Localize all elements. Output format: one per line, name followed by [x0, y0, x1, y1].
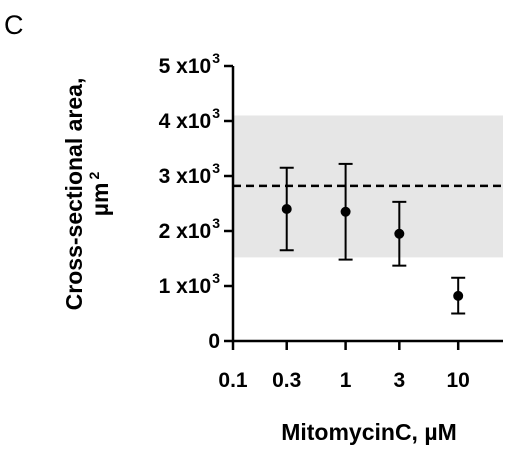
y-tick-label-base-4: 4 x10: [159, 110, 212, 133]
data-point-0: [281, 204, 292, 214]
y-tick-label-0: 0: [208, 330, 220, 353]
y-tick-label-exponent-3: 3: [212, 160, 220, 176]
data-point-2: [394, 228, 405, 239]
y-tick-label-5: 5 x103: [159, 50, 221, 78]
x-tick-label-2: 1: [340, 369, 352, 392]
y-tick-label-exponent-4: 3: [212, 105, 220, 121]
y-tick-label-2: 2 x103: [159, 215, 221, 243]
y-tick-label-base-2: 2 x10: [159, 220, 212, 243]
data-points: [279, 162, 466, 315]
y-tick-label-base-1: 1 x10: [159, 275, 212, 298]
x-tick-label-3: 3: [393, 369, 405, 392]
y-axis-unit-exponent: 2: [86, 172, 102, 180]
y-tick-label-1: 1 x103: [159, 270, 221, 298]
y-tick-label-base-5: 5 x10: [159, 55, 212, 78]
data-point-1: [340, 206, 351, 217]
y-tick-label-exponent-5: 3: [212, 50, 220, 66]
y-axis-unit: µm: [87, 183, 113, 217]
y-tick-label-4: 4 x103: [159, 105, 221, 133]
y-axis-title-line1: Cross-sectional area,: [61, 78, 87, 311]
x-tick-label-1: 0.3: [272, 369, 301, 392]
panel-label: C: [4, 10, 24, 40]
y-tick-label-exponent-1: 3: [212, 270, 220, 286]
axes: [224, 64, 503, 350]
y-tick-label-base-0: 0: [208, 330, 220, 353]
y-tick-label-exponent-2: 3: [212, 215, 220, 231]
y-tick-label-3: 3 x103: [159, 160, 221, 188]
x-axis-title: MitomycinC, µM: [281, 419, 457, 445]
x-tick-label-0: 0.1: [218, 369, 248, 392]
x-tick-label-4: 10: [447, 369, 470, 392]
data-point-3: [453, 290, 464, 301]
y-axis-title-line2: µm 2: [86, 172, 113, 217]
y-tick-label-base-3: 3 x10: [159, 165, 212, 188]
